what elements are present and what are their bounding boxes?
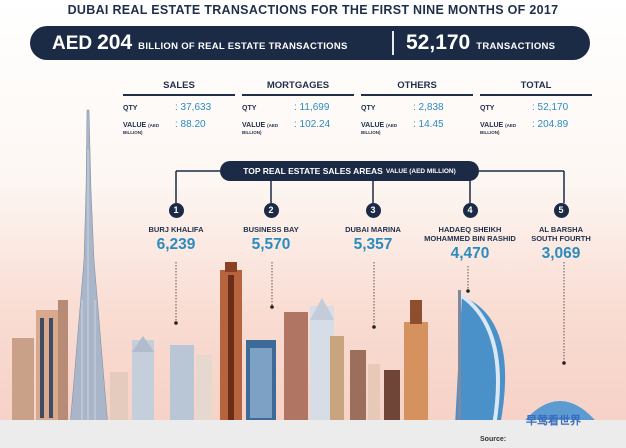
stat-value-value: : 88.20 xyxy=(175,119,206,130)
page-title: DUBAI REAL ESTATE TRANSACTIONS FOR THE F… xyxy=(67,3,559,17)
stat-sales: SALES QTY : 37,633 VALUE (AED BILLION) :… xyxy=(123,80,235,136)
area-value: 5,570 xyxy=(251,236,291,253)
area-item-business-bay: 2 BUSINESS BAY 5,570 xyxy=(206,203,336,254)
stat-head: SALES xyxy=(123,80,235,96)
top-areas-title-text: TOP REAL ESTATE SALES AREAS xyxy=(243,166,383,176)
banner-value-section: AED 204 BILLION OF REAL ESTATE TRANSACTI… xyxy=(30,31,392,55)
banner-value: 204 xyxy=(97,31,133,54)
area-value: 4,470 xyxy=(450,245,490,262)
stat-total: TOTAL QTY : 52,170 VALUE (AED BILLION) :… xyxy=(480,80,592,136)
stat-value-row: VALUE (AED BILLION) : 102.24 xyxy=(242,119,354,136)
stat-qty-row: QTY : 2,838 xyxy=(361,102,473,113)
top-areas-title: TOP REAL ESTATE SALES AREAS VALUE (AED M… xyxy=(220,161,479,181)
area-value: 3,069 xyxy=(541,245,581,262)
area-value: 6,239 xyxy=(156,236,196,253)
area-rank-badge: 5 xyxy=(553,203,569,218)
stat-qty-value: : 11,699 xyxy=(294,102,330,113)
area-item-dubai-marina: 3 DUBAI MARINA 5,357 xyxy=(308,203,438,254)
banner-currency: AED xyxy=(52,33,93,54)
stat-head: MORTGAGES xyxy=(242,80,354,96)
area-item-hadaeq-sheikh: 4 HADAEQ SHEIKH MOHAMMED BIN RASHID 4,470 xyxy=(405,203,535,263)
banner-transactions-text: TRANSACTIONS xyxy=(476,41,556,52)
banner-transactions-section: 52,170 TRANSACTIONS xyxy=(394,31,590,55)
stat-qty-value: : 52,170 xyxy=(532,102,569,113)
watermark: 早莺看世界 xyxy=(526,415,581,427)
area-rank-badge: 3 xyxy=(365,203,381,218)
area-name: DUBAI MARINA xyxy=(345,225,401,234)
stat-value-value: : 102.24 xyxy=(294,119,331,130)
stat-value-label: VALUE (AED BILLION) xyxy=(480,122,517,135)
area-name: BURJ KHALIFA xyxy=(148,225,204,234)
area-rank-badge: 2 xyxy=(263,203,279,218)
area-item-burj-khalifa: 1 BURJ KHALIFA 6,239 xyxy=(111,203,241,254)
stat-value-row: VALUE (AED BILLION) : 88.20 xyxy=(123,119,235,136)
stat-qty-label: QTY xyxy=(242,105,257,112)
area-name: BUSINESS BAY xyxy=(243,225,299,234)
stat-qty-value: : 37,633 xyxy=(175,102,212,113)
area-name: HADAEQ SHEIKH MOHAMMED BIN RASHID xyxy=(424,225,516,243)
area-rank-badge: 4 xyxy=(462,203,478,218)
stat-value-label: VALUE (AED BILLION) xyxy=(242,122,279,135)
stat-qty-value: : 2,838 xyxy=(413,102,444,113)
banner-divider xyxy=(392,31,394,55)
stat-qty-row: QTY : 11,699 xyxy=(242,102,354,113)
stat-mortgages: MORTGAGES QTY : 11,699 VALUE (AED BILLIO… xyxy=(242,80,354,136)
stat-qty-label: QTY xyxy=(480,105,495,112)
summary-banner: AED 204 BILLION OF REAL ESTATE TRANSACTI… xyxy=(30,26,590,60)
stat-qty-row: QTY : 52,170 xyxy=(480,102,592,113)
stat-value-label: VALUE (AED BILLION) xyxy=(361,122,398,135)
stat-value-row: VALUE (AED BILLION) : 204.89 xyxy=(480,119,592,136)
stat-value-label: VALUE (AED BILLION) xyxy=(123,122,160,135)
banner-value-text: BILLION OF REAL ESTATE TRANSACTIONS xyxy=(138,41,348,52)
stat-qty-row: QTY : 37,633 xyxy=(123,102,235,113)
area-name: AL BARSHA SOUTH FOURTH xyxy=(531,225,591,243)
stat-head: OTHERS xyxy=(361,80,473,96)
stat-head: TOTAL xyxy=(480,80,592,96)
source-label: Source: xyxy=(480,436,507,443)
stat-others: OTHERS QTY : 2,838 VALUE (AED BILLION) :… xyxy=(361,80,473,136)
area-item-al-barsha: 5 AL BARSHA SOUTH FOURTH 3,069 xyxy=(496,203,626,263)
stat-qty-label: QTY xyxy=(123,105,138,112)
banner-transactions: 52,170 xyxy=(406,31,471,54)
top-areas-unit: VALUE (AED MILLION) xyxy=(385,167,456,175)
stat-qty-label: QTY xyxy=(361,105,376,112)
stat-value-value: : 204.89 xyxy=(532,119,569,130)
area-rank-badge: 1 xyxy=(168,203,184,218)
stat-value-value: : 14.45 xyxy=(413,119,444,130)
area-value: 5,357 xyxy=(353,236,393,253)
stat-value-row: VALUE (AED BILLION) : 14.45 xyxy=(361,119,473,136)
